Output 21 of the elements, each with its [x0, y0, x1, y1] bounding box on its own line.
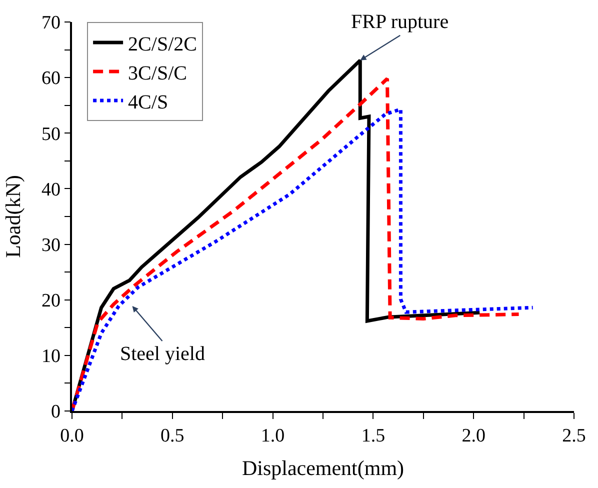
y-tick-label: 20 [41, 290, 60, 312]
x-tick-label: 2.0 [462, 426, 486, 447]
x-tick-label: 0.5 [160, 426, 184, 447]
x-axis-title: Displacement(mm) [242, 456, 404, 480]
legend-label: 4C/S [128, 91, 168, 114]
x-tick-label: 0.0 [60, 426, 84, 447]
y-tick-label: 50 [41, 124, 60, 145]
y-tick-label: 0 [50, 402, 60, 423]
annotation: FRP rupture [351, 11, 449, 33]
y-tick-label: 70 [41, 12, 60, 34]
x-tick-label: 2.5 [562, 426, 586, 447]
y-axis-title: Load(kN) [1, 175, 26, 258]
legend-label: 3C/S/C [128, 62, 187, 84]
legend-label: 2C/S/2C [128, 33, 197, 56]
y-tick-label: 40 [41, 179, 60, 200]
y-tick-label: 60 [41, 68, 60, 90]
x-tick-label: 1.0 [260, 426, 285, 447]
annotation: Steel yield [120, 343, 205, 365]
y-tick-label: 10 [41, 346, 60, 368]
x-tick-label: 1.5 [361, 426, 386, 447]
y-tick-label: 30 [41, 234, 60, 256]
